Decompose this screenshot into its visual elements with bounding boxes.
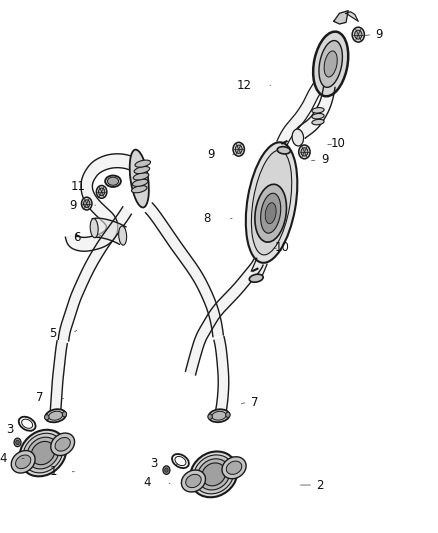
Ellipse shape xyxy=(131,185,147,193)
Polygon shape xyxy=(58,207,131,341)
Polygon shape xyxy=(65,154,138,251)
Ellipse shape xyxy=(265,203,276,224)
Ellipse shape xyxy=(313,31,348,96)
Circle shape xyxy=(163,466,170,474)
Polygon shape xyxy=(186,260,263,375)
Ellipse shape xyxy=(21,419,33,429)
Ellipse shape xyxy=(107,177,119,185)
Polygon shape xyxy=(214,337,229,420)
Ellipse shape xyxy=(222,457,246,479)
Ellipse shape xyxy=(15,455,31,469)
Text: 7: 7 xyxy=(36,391,44,403)
Circle shape xyxy=(208,414,212,419)
Ellipse shape xyxy=(251,150,292,255)
Text: 2: 2 xyxy=(317,479,324,491)
Ellipse shape xyxy=(181,470,205,492)
Circle shape xyxy=(226,412,230,417)
Ellipse shape xyxy=(45,409,66,422)
Polygon shape xyxy=(251,258,267,278)
Ellipse shape xyxy=(105,175,121,187)
Text: 9: 9 xyxy=(207,148,215,161)
Text: 11: 11 xyxy=(71,180,85,193)
Text: 5: 5 xyxy=(49,327,57,340)
Polygon shape xyxy=(92,218,126,244)
Ellipse shape xyxy=(135,160,151,167)
Text: 10: 10 xyxy=(331,138,346,150)
Ellipse shape xyxy=(19,417,35,431)
Circle shape xyxy=(14,438,21,447)
Polygon shape xyxy=(295,85,335,138)
Ellipse shape xyxy=(23,433,63,473)
Text: 12: 12 xyxy=(237,79,252,92)
Ellipse shape xyxy=(312,114,324,119)
Ellipse shape xyxy=(292,129,304,146)
Circle shape xyxy=(355,30,362,39)
Polygon shape xyxy=(50,341,67,417)
Circle shape xyxy=(233,142,244,156)
Ellipse shape xyxy=(208,409,230,422)
Text: 7: 7 xyxy=(251,396,258,409)
Ellipse shape xyxy=(172,454,189,468)
Text: 4: 4 xyxy=(144,476,151,489)
Ellipse shape xyxy=(186,474,201,488)
Circle shape xyxy=(96,185,107,198)
Text: 4: 4 xyxy=(0,452,7,465)
Ellipse shape xyxy=(27,437,59,469)
Ellipse shape xyxy=(130,150,149,207)
Circle shape xyxy=(99,188,105,196)
Ellipse shape xyxy=(49,411,63,420)
Circle shape xyxy=(299,145,310,159)
Ellipse shape xyxy=(261,193,281,233)
Ellipse shape xyxy=(11,450,35,473)
Ellipse shape xyxy=(226,461,242,474)
Text: 9: 9 xyxy=(69,199,77,212)
Circle shape xyxy=(16,440,19,445)
Circle shape xyxy=(45,415,49,420)
Ellipse shape xyxy=(175,456,186,466)
Ellipse shape xyxy=(51,433,74,456)
Ellipse shape xyxy=(324,51,337,77)
Ellipse shape xyxy=(212,411,226,420)
Ellipse shape xyxy=(19,430,67,477)
Circle shape xyxy=(165,468,168,472)
Circle shape xyxy=(301,148,308,156)
Text: 9: 9 xyxy=(376,28,383,41)
Ellipse shape xyxy=(202,463,226,486)
Ellipse shape xyxy=(312,119,324,125)
Polygon shape xyxy=(334,11,348,24)
Ellipse shape xyxy=(119,226,127,245)
Polygon shape xyxy=(277,70,329,147)
Circle shape xyxy=(81,197,92,210)
Polygon shape xyxy=(145,203,223,337)
Ellipse shape xyxy=(246,142,297,263)
Ellipse shape xyxy=(312,108,324,113)
Text: 3: 3 xyxy=(6,423,13,435)
Ellipse shape xyxy=(55,438,71,451)
Text: 6: 6 xyxy=(74,231,81,244)
Ellipse shape xyxy=(90,219,98,238)
Circle shape xyxy=(352,27,364,42)
Ellipse shape xyxy=(194,455,234,494)
Text: 10: 10 xyxy=(274,241,289,254)
Circle shape xyxy=(84,200,90,207)
Ellipse shape xyxy=(277,147,290,154)
Circle shape xyxy=(62,411,67,417)
Ellipse shape xyxy=(249,274,263,282)
Text: 9: 9 xyxy=(321,154,328,166)
Ellipse shape xyxy=(132,179,148,187)
Ellipse shape xyxy=(133,173,149,180)
Polygon shape xyxy=(346,12,358,21)
Text: 1: 1 xyxy=(49,465,57,478)
Text: 8: 8 xyxy=(203,212,210,225)
Ellipse shape xyxy=(134,166,150,174)
Ellipse shape xyxy=(255,184,286,242)
Ellipse shape xyxy=(31,441,55,465)
Text: 3: 3 xyxy=(150,457,158,470)
Ellipse shape xyxy=(190,451,237,497)
Ellipse shape xyxy=(319,41,343,87)
Circle shape xyxy=(235,145,242,154)
Ellipse shape xyxy=(198,459,230,490)
